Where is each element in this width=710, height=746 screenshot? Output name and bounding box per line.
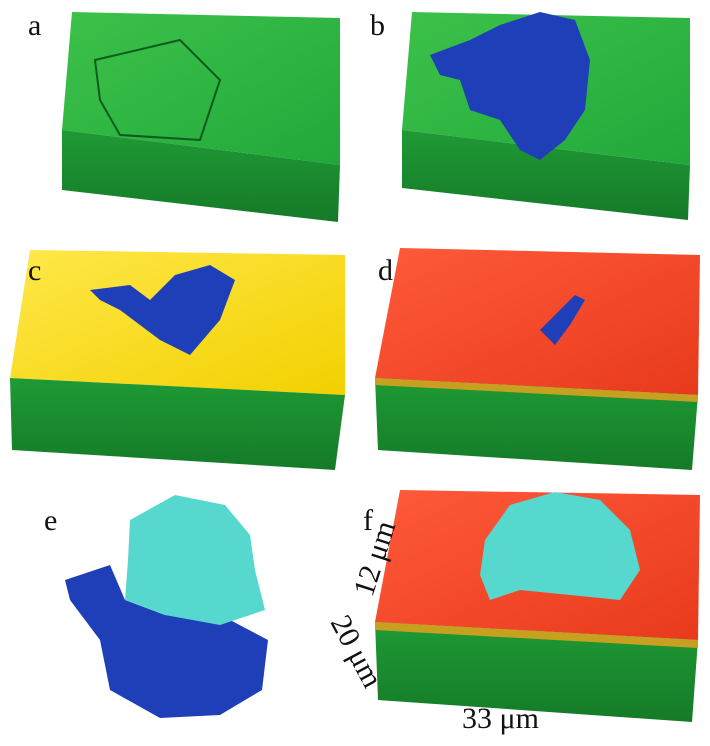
panel-label: b: [370, 9, 385, 42]
cyan-region: [125, 495, 265, 625]
figure: a b c d e f 12 μm 20 μm 33 μm: [0, 0, 710, 746]
panel-label: a: [28, 9, 41, 42]
panel-label: d: [378, 254, 393, 287]
panel-b: b: [370, 9, 690, 220]
panel-d: d: [375, 248, 700, 470]
panel-e: e: [44, 495, 268, 718]
panel-a: a: [28, 9, 340, 222]
panel-f: f 12 μm 20 μm 33 μm: [324, 490, 700, 735]
panel-c: c: [10, 250, 345, 470]
scale-width: 33 μm: [462, 702, 539, 735]
block-top: [375, 248, 700, 395]
panel-label: c: [28, 254, 41, 287]
panel-label: e: [44, 504, 57, 537]
